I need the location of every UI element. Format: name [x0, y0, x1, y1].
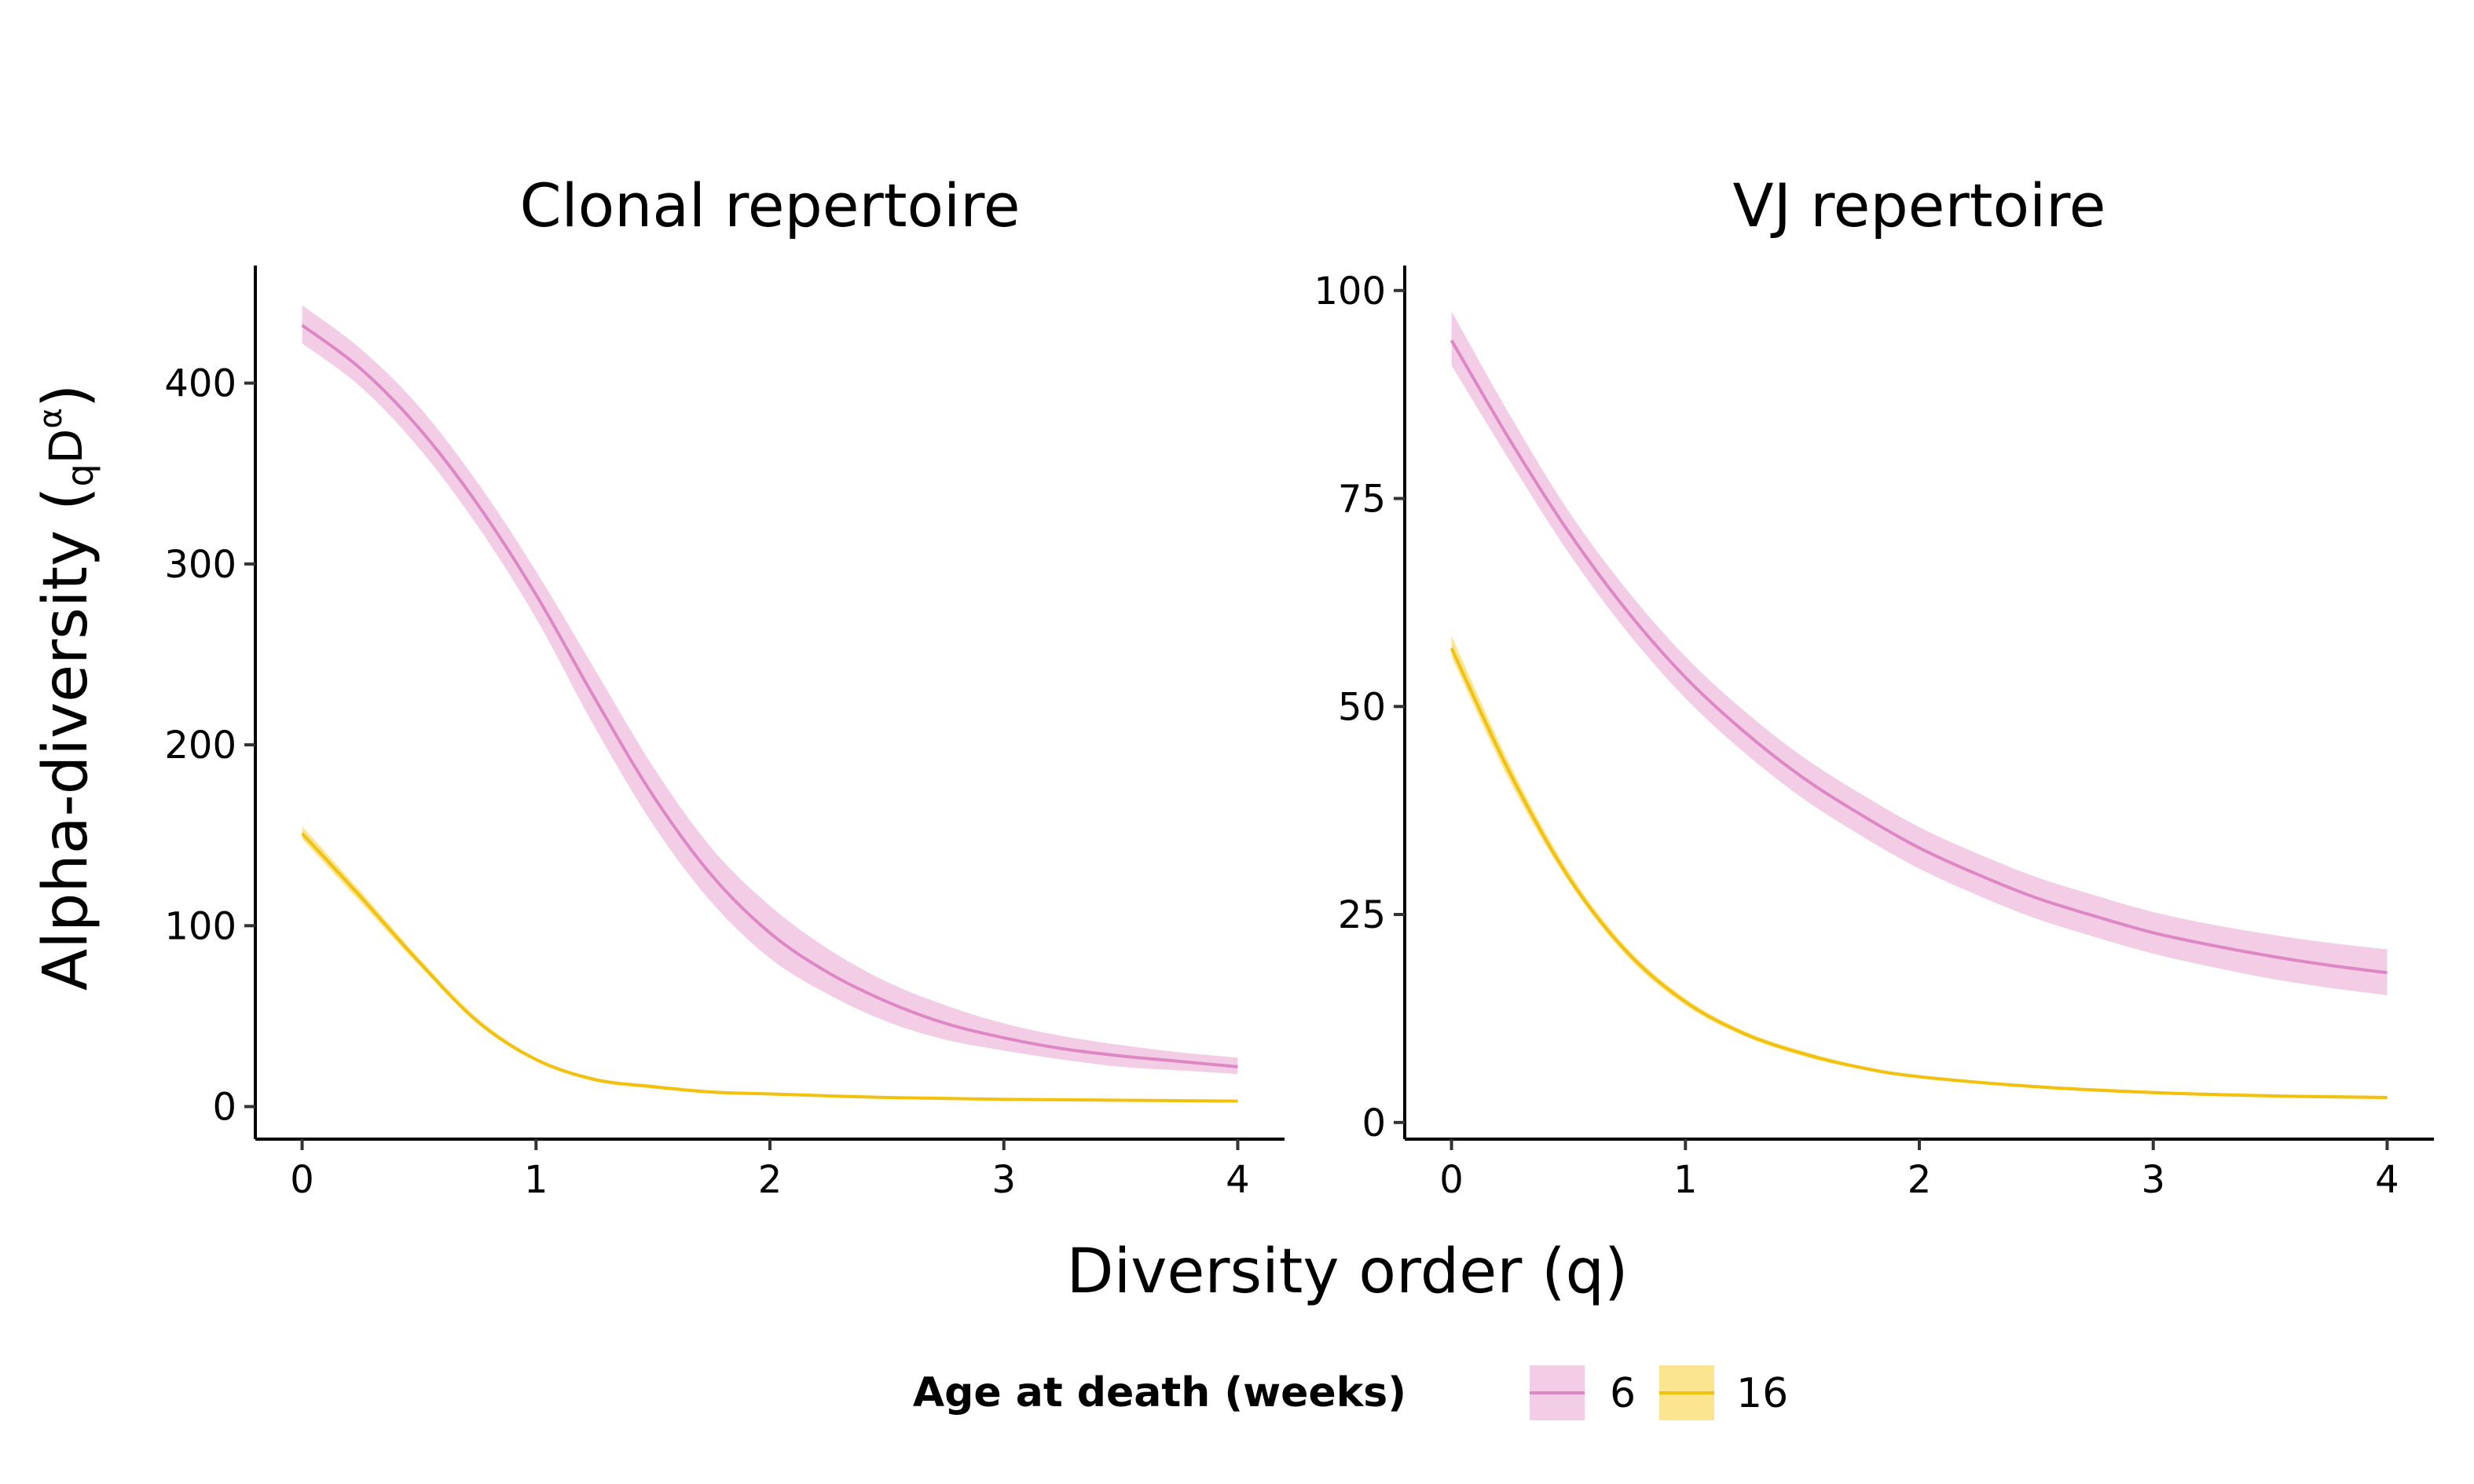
series-line-6	[301, 324, 1238, 1068]
panel-vj-repertoire: VJ repertoire 0 1 2 3 4 0 25 50 75 100	[1314, 170, 2434, 1202]
x-tick-label: 2	[758, 1158, 783, 1202]
y-axis-title-superscript: α	[33, 408, 69, 428]
legend-label-16: 16	[1736, 1370, 1788, 1417]
x-tick-label: 0	[290, 1158, 314, 1202]
x-tick-label: 3	[991, 1158, 1016, 1202]
series-lines	[301, 324, 1238, 1103]
band-6	[302, 305, 1238, 1075]
legend-item-16: 16	[1659, 1365, 1788, 1420]
y-tick-label: 0	[1362, 1101, 1386, 1145]
series-line-16	[301, 832, 1238, 1103]
legend-item-6: 6	[1530, 1365, 1636, 1420]
legend-title: Age at death (weeks)	[913, 1369, 1406, 1416]
y-tick-label: 50	[1338, 685, 1386, 729]
y-axis-title-symbol: D	[39, 429, 93, 464]
y-tick-label: 200	[164, 724, 236, 768]
y-tick-label: 400	[164, 362, 236, 406]
y-axis-title: Alpha-diversity (qDα)	[31, 384, 101, 991]
y-tick-label: 100	[164, 904, 236, 948]
y-axis-title-main: Alpha-diversity (	[31, 487, 101, 991]
axes: 0 1 2 3 4 0 100 200 300 400	[164, 266, 1285, 1202]
confidence-bands	[1451, 311, 2388, 1100]
y-axis-title-close: )	[31, 384, 101, 408]
x-tick-label: 4	[2375, 1158, 2399, 1202]
y-axis-title-subscript: q	[59, 464, 101, 486]
x-tick-label: 4	[1226, 1158, 1250, 1202]
y-tick-label: 100	[1314, 269, 1386, 313]
y-axis-title-text: Alpha-diversity (qDα)	[31, 384, 101, 991]
confidence-bands	[302, 305, 1238, 1102]
x-tick-label: 0	[1439, 1158, 1464, 1202]
series-line-16	[1450, 647, 2388, 1100]
y-tick-label: 300	[164, 543, 236, 587]
band-6	[1451, 311, 2388, 995]
x-tick-label: 2	[1908, 1158, 1932, 1202]
panel-title-clonal: Clonal repertoire	[519, 170, 1020, 240]
x-tick-label: 1	[524, 1158, 548, 1202]
x-tick-label: 3	[2141, 1158, 2165, 1202]
series-lines	[1450, 339, 2388, 1100]
y-tick-label: 75	[1338, 478, 1386, 522]
panel-title-vj: VJ repertoire	[1733, 170, 2106, 240]
y-tick-label: 0	[212, 1086, 236, 1130]
y-tick-label: 25	[1338, 893, 1386, 937]
panel-clonal-repertoire: Clonal repertoire 0 1 2 3 4 0 100 200 300 400	[164, 170, 1285, 1202]
axes: 0 1 2 3 4 0 25 50 75 100	[1314, 266, 2434, 1202]
series-line-6	[1450, 339, 2388, 975]
x-axis-title: Diversity order (q)	[1067, 1237, 1629, 1307]
x-tick-label: 1	[1673, 1158, 1698, 1202]
legend: Age at death (weeks) 6 16	[913, 1365, 1788, 1420]
legend-label-6: 6	[1610, 1370, 1636, 1417]
